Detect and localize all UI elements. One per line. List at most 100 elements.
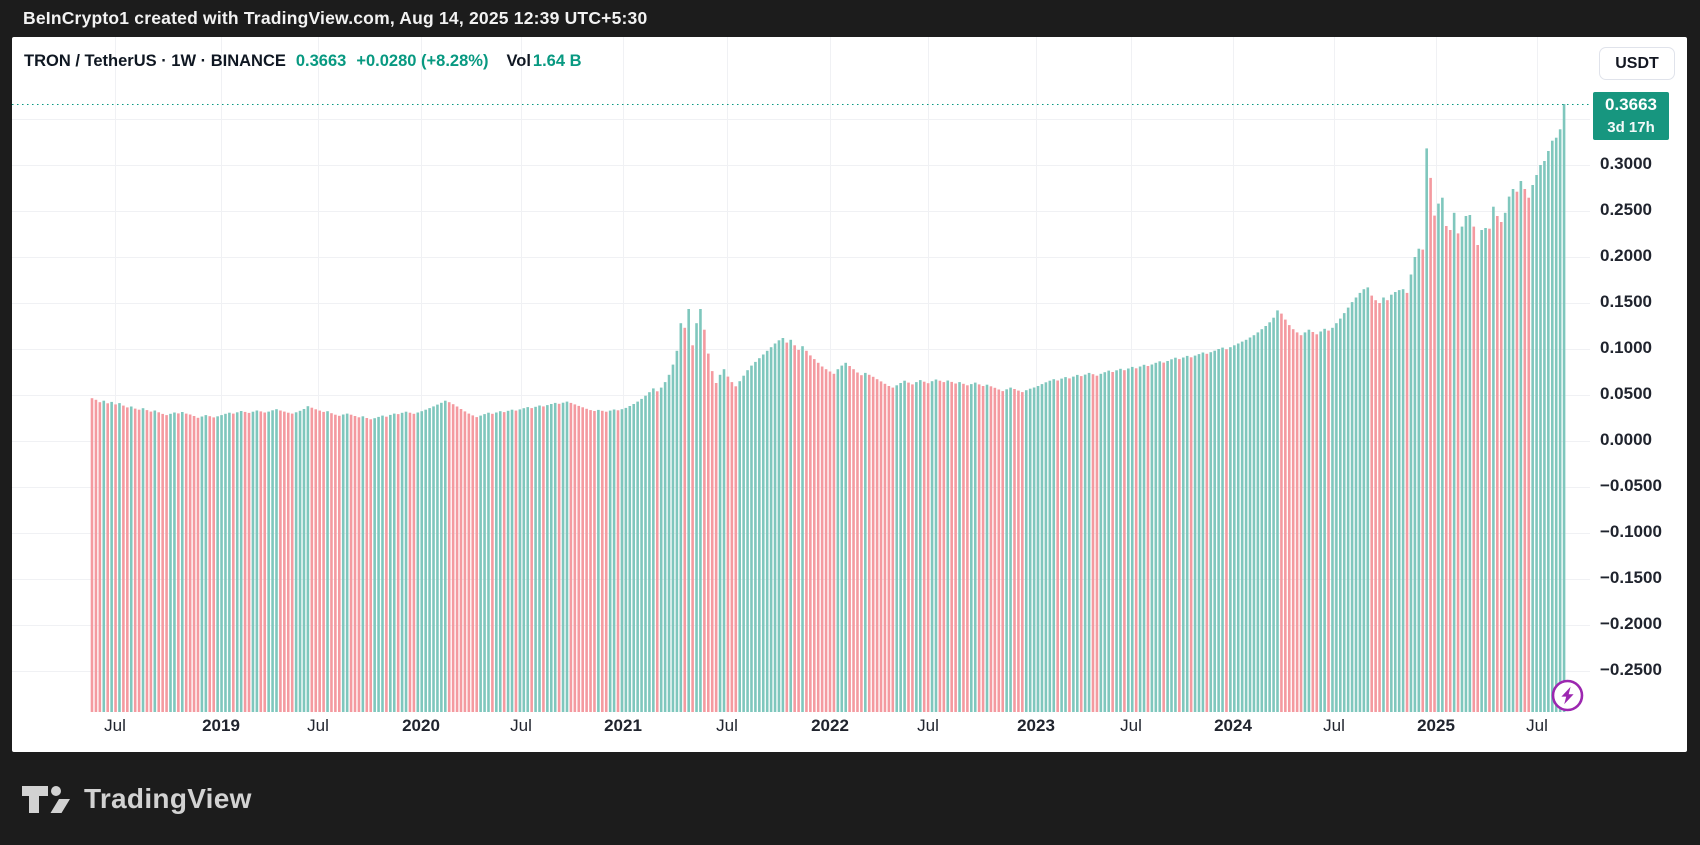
chart-header: TRON / TetherUS · 1W · BINANCE 0.3663 +0… (24, 49, 582, 73)
price-column-bar (667, 374, 671, 712)
price-chart-plot[interactable] (12, 37, 1687, 752)
price-column-bar (750, 365, 753, 712)
price-column-bar (1370, 295, 1374, 712)
price-column-bar (1342, 313, 1346, 712)
price-column-bar (94, 399, 98, 712)
price-column-bar (1358, 292, 1362, 712)
price-column-bar (145, 410, 149, 712)
price-column-bar (722, 369, 726, 712)
price-column-bar (1397, 290, 1401, 712)
price-scale-label: 0.3000 (1600, 154, 1652, 173)
price-column-bar (840, 365, 844, 712)
price-column-bar (361, 416, 365, 712)
price-column-bar (1511, 189, 1515, 712)
price-column-bar (247, 412, 251, 712)
price-column-bar (498, 411, 502, 712)
price-column-bar (322, 411, 325, 712)
price-column-bar (1079, 376, 1083, 712)
price-column-bar (695, 323, 698, 712)
price-column-bar (1366, 287, 1370, 712)
price-column-bar (184, 413, 188, 712)
price-column-bar (911, 384, 914, 712)
price-column-bar (1323, 328, 1326, 712)
price-column-bar (1417, 248, 1421, 712)
price-column-bar (1032, 387, 1036, 712)
price-column-bar (1437, 203, 1440, 712)
price-column-bar (534, 406, 537, 712)
price-column-bar (1409, 274, 1413, 712)
footer: TradingView (0, 752, 1700, 845)
price-column-bar (90, 398, 94, 712)
price-column-bar (1040, 384, 1044, 712)
price-column-bar (1268, 322, 1271, 712)
price-column-bar (424, 409, 427, 712)
price-column-bar (754, 361, 757, 712)
price-column-bar (616, 410, 620, 712)
price-column-bar (1138, 366, 1142, 712)
price-column-bar (459, 409, 463, 712)
price-column-bar (1390, 294, 1393, 712)
price-column-bar (691, 345, 694, 712)
price-column-bar (805, 350, 808, 712)
price-column-bar (1044, 382, 1048, 712)
price-column-bar (228, 412, 231, 712)
price-column-bar (1472, 226, 1476, 712)
price-column-bar (1527, 197, 1531, 712)
price-column-bar (1382, 297, 1385, 712)
price-column-bar (373, 418, 376, 712)
price-column-bar (349, 414, 353, 712)
price-column-bar (734, 386, 738, 712)
price-column-bar (1496, 216, 1499, 712)
price-column-bar (1142, 364, 1146, 712)
price-column-bar (1350, 302, 1354, 712)
price-column-bar (318, 410, 321, 712)
price-column-bar (785, 342, 789, 712)
price-column-bar (985, 384, 989, 712)
price-scale-label: 0.2000 (1600, 246, 1652, 265)
price-column-bar (290, 413, 294, 712)
price-column-bar (930, 381, 934, 712)
price-column-bar (1197, 354, 1201, 712)
price-column-bar (848, 366, 851, 712)
price-column-bar (1021, 392, 1024, 712)
price-column-bar (169, 413, 172, 712)
price-column-bar (451, 404, 455, 712)
price-column-bar (243, 411, 247, 712)
price-column-bar (381, 415, 384, 712)
price-column-bar (483, 414, 486, 712)
price-column-bar (1252, 335, 1256, 712)
price-column-bar (141, 408, 145, 712)
price-column-bar (267, 411, 270, 712)
price-column-bar (188, 414, 192, 712)
tradingview-logo-icon[interactable] (20, 783, 72, 815)
tradingview-logo-text[interactable]: TradingView (84, 782, 252, 814)
price-column-bar (758, 358, 761, 712)
price-column-bar (636, 401, 639, 712)
price-column-bar (546, 405, 549, 712)
current-price-value: 0.3663 (1605, 95, 1657, 114)
price-column-bar (526, 407, 530, 712)
price-column-bar (1354, 297, 1358, 712)
price-column-bar (345, 413, 349, 712)
price-column-bar (475, 417, 478, 712)
price-column-bar (738, 381, 742, 712)
current-price-badge[interactable]: 0.3663 3d 17h (1593, 92, 1669, 140)
time-scale-label: Jul (510, 716, 532, 735)
price-column-bar (860, 375, 863, 712)
price-column-bar (235, 412, 239, 712)
price-column-bar (671, 364, 675, 712)
price-scale-label: 0.0000 (1600, 430, 1652, 449)
price-column-bar (1543, 161, 1546, 712)
price-column-bar (491, 413, 494, 712)
time-scale-label: 2024 (1214, 716, 1252, 735)
price-column-bar (852, 369, 855, 712)
price-column-bar (1488, 228, 1491, 712)
price-column-bar (271, 410, 274, 712)
price-column-bar (966, 385, 969, 712)
price-column-bar (122, 405, 125, 712)
price-column-bar (1236, 343, 1240, 712)
price-column-bar (1362, 289, 1366, 712)
price-column-bar (1280, 313, 1283, 712)
lightning-icon[interactable] (1551, 679, 1584, 712)
currency-toggle-button[interactable]: USDT (1599, 47, 1675, 80)
